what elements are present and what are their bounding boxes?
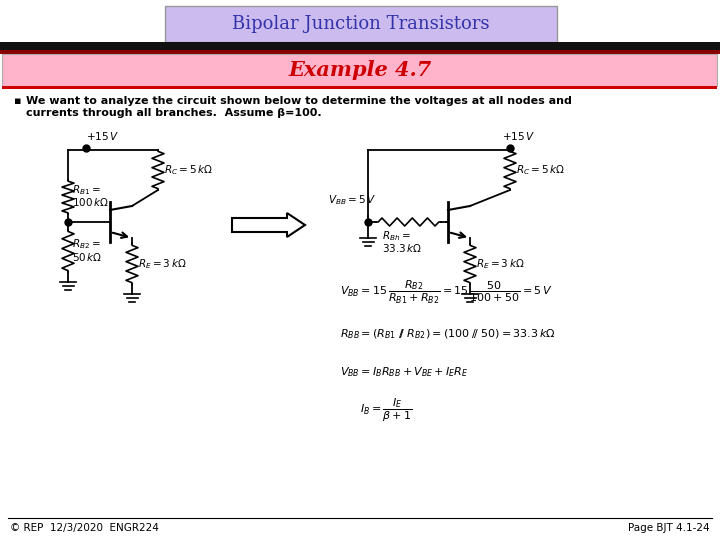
Text: $50\,k\Omega$: $50\,k\Omega$ xyxy=(72,251,102,263)
Text: © REP  12/3/2020  ENGR224: © REP 12/3/2020 ENGR224 xyxy=(10,523,159,533)
Text: $R_{Bh} =$: $R_{Bh} =$ xyxy=(382,229,410,243)
Text: $R_{B2}=$: $R_{B2}=$ xyxy=(72,237,101,251)
Text: $+15\,V$: $+15\,V$ xyxy=(502,130,535,142)
Text: currents through all branches.  Assume β=100.: currents through all branches. Assume β=… xyxy=(26,108,322,118)
Text: $R_E = 3\,k\Omega$: $R_E = 3\,k\Omega$ xyxy=(138,257,186,271)
Text: $V_{BB} = 15\,\dfrac{R_{B2}}{R_{B1}+R_{B2}} = 15\,\dfrac{50}{100+50} = 5\,V$: $V_{BB} = 15\,\dfrac{R_{B2}}{R_{B1}+R_{B… xyxy=(340,279,553,306)
Text: $+15\,V$: $+15\,V$ xyxy=(86,130,120,142)
Text: $V_{BB} = 5\,V$: $V_{BB} = 5\,V$ xyxy=(328,193,376,207)
Bar xyxy=(0,50,720,54)
FancyArrow shape xyxy=(232,213,305,237)
Text: $R_{B1}=$: $R_{B1}=$ xyxy=(72,183,101,197)
Text: ▪: ▪ xyxy=(14,96,22,106)
Text: $R_E = 3\,k\Omega$: $R_E = 3\,k\Omega$ xyxy=(476,257,525,271)
Bar xyxy=(0,42,720,50)
Bar xyxy=(2,86,717,89)
Text: We want to analyze the circuit shown below to determine the voltages at all node: We want to analyze the circuit shown bel… xyxy=(26,96,572,106)
Text: Example 4.7: Example 4.7 xyxy=(289,60,431,80)
Bar xyxy=(2,54,717,86)
Text: $V_{BB} = I_B R_{BB} + V_{BE} + I_E R_E$: $V_{BB} = I_B R_{BB} + V_{BE} + I_E R_E$ xyxy=(340,365,469,379)
Text: $R_C = 5\,k\Omega$: $R_C = 5\,k\Omega$ xyxy=(164,163,213,177)
Text: $33.3\,k\Omega$: $33.3\,k\Omega$ xyxy=(382,242,422,254)
Text: $R_{BB} = (R_{B1}\;/\!/\;R_{B2}) = (100\;/\!/\;50) = 33.3\,k\Omega$: $R_{BB} = (R_{B1}\;/\!/\;R_{B2}) = (100\… xyxy=(340,327,556,341)
FancyBboxPatch shape xyxy=(165,6,557,42)
Text: $R_C = 5\,k\Omega$: $R_C = 5\,k\Omega$ xyxy=(516,163,565,177)
Text: Bipolar Junction Transistors: Bipolar Junction Transistors xyxy=(233,15,490,33)
Text: $100\,k\Omega$: $100\,k\Omega$ xyxy=(72,196,109,208)
Text: $I_B = \dfrac{I_E}{\beta+1}$: $I_B = \dfrac{I_E}{\beta+1}$ xyxy=(360,396,413,424)
Text: Page BJT 4.1-24: Page BJT 4.1-24 xyxy=(629,523,710,533)
